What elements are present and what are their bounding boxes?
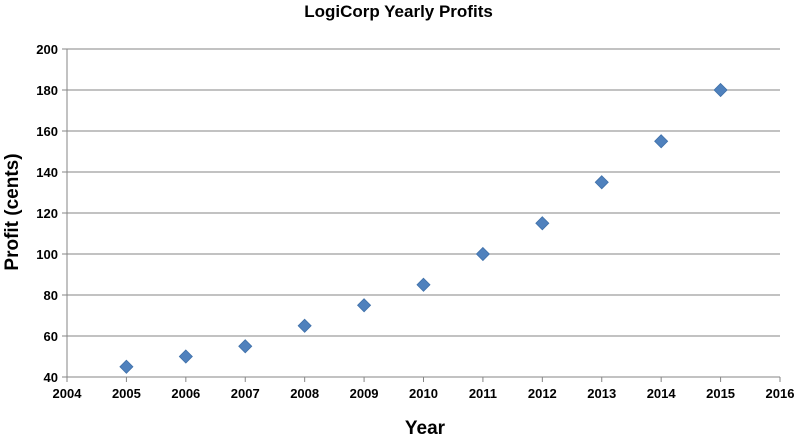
data-points — [119, 82, 728, 374]
x-tick-label: 2011 — [469, 386, 497, 401]
y-tick-label: 80 — [44, 288, 58, 303]
x-tick-label: 2016 — [766, 386, 795, 401]
x-tick-label: 2015 — [706, 386, 735, 401]
y-tick-label: 180 — [36, 83, 58, 98]
axes — [62, 48, 781, 382]
y-axis-label: Profit (cents) — [2, 153, 23, 270]
x-tick-label: 2006 — [171, 386, 200, 401]
data-point — [297, 318, 312, 333]
y-tick-label: 120 — [36, 206, 58, 221]
gridlines — [67, 48, 780, 337]
data-point — [594, 175, 609, 190]
data-point — [654, 134, 669, 149]
x-tick-label: 2014 — [647, 386, 677, 401]
y-tick-label: 60 — [44, 329, 58, 344]
data-point — [238, 339, 253, 354]
y-tick-label: 140 — [36, 165, 58, 180]
data-point — [357, 298, 372, 313]
x-tick-label: 2013 — [587, 386, 616, 401]
x-tick-label: 2012 — [528, 386, 557, 401]
y-tick-label: 40 — [44, 370, 58, 385]
tick-labels: 40 60 80 100 120 140 160 180 200 2004 2005 2006 2007… — [36, 42, 794, 401]
data-point — [713, 82, 728, 98]
y-tick-label: 200 — [36, 42, 58, 57]
y-tick-label: 100 — [36, 247, 58, 262]
data-point — [178, 349, 193, 364]
x-axis-label: Year — [405, 418, 446, 437]
data-point — [535, 216, 550, 231]
y-tick-label: 160 — [36, 124, 58, 139]
x-tick-label: 2010 — [409, 386, 438, 401]
x-tick-label: 2009 — [350, 386, 379, 401]
x-tick-label: 2004 — [53, 386, 83, 401]
chart-title: LogiCorp Yearly Profits — [304, 2, 493, 21]
x-tick-label: 2005 — [112, 386, 141, 401]
data-point — [119, 359, 134, 374]
data-point — [416, 277, 431, 292]
x-tick-label: 2008 — [290, 386, 319, 401]
x-tick-label: 2007 — [231, 386, 260, 401]
data-point — [475, 246, 490, 262]
